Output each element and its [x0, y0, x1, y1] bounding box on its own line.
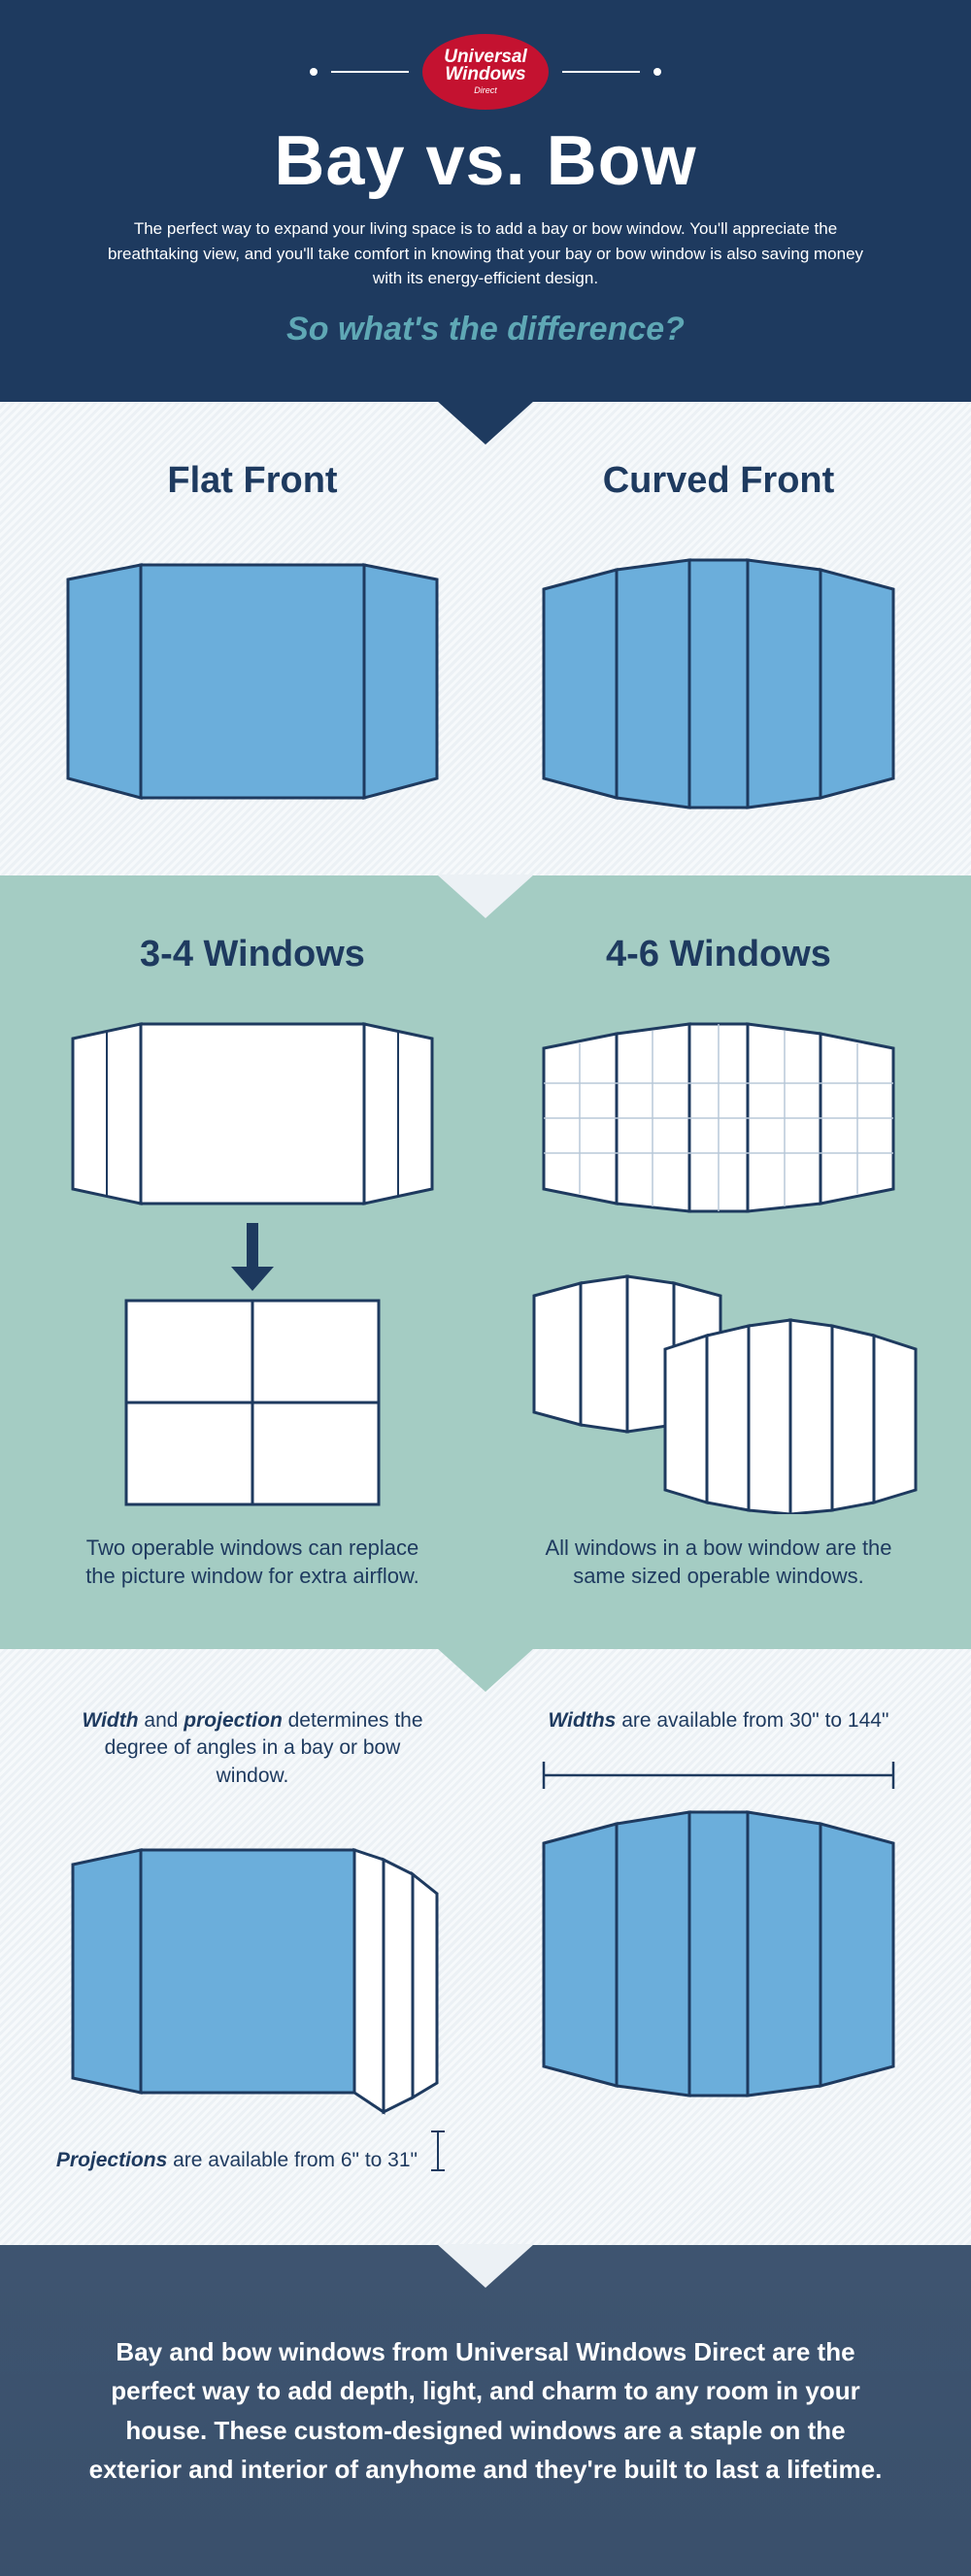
section-chevron	[437, 875, 534, 918]
ornament-line	[331, 71, 409, 73]
bow-curved-front-icon	[515, 526, 922, 817]
outro-text: Bay and bow windows from Universal Windo…	[78, 2332, 893, 2489]
ornament-dot	[310, 68, 318, 76]
brand-logo: Universal Windows Direct	[422, 34, 549, 110]
bow-count-title: 4-6 Windows	[606, 934, 831, 975]
bay-column: 3-4 Windows Two ope	[39, 934, 466, 1591]
bay-count-caption: Two operable windows can replace the pic…	[78, 1534, 427, 1591]
section-chevron	[437, 401, 534, 445]
bay-3panel-icon	[49, 1000, 456, 1223]
projection-label: Projections are available from 6" to 31"	[39, 2130, 466, 2172]
ornament-dot	[653, 68, 661, 76]
bow-front-title: Curved Front	[603, 460, 835, 502]
bow-column: 4-6 Windows	[505, 934, 932, 1591]
bay-projection-icon	[49, 1811, 456, 2122]
bay-operable-pair-icon	[117, 1291, 388, 1514]
section-chevron	[437, 1648, 534, 1692]
vertical-measure-icon	[429, 2130, 447, 2172]
bow-count-caption: All windows in a bow window are the same…	[544, 1534, 893, 1591]
logo-line2: Windows	[422, 66, 549, 83]
hero: Universal Windows Direct Bay vs. Bow The…	[0, 0, 971, 402]
bay-count-title: 3-4 Windows	[140, 934, 365, 975]
hero-subhead: So what's the difference?	[78, 311, 893, 348]
logo-sub: Direct	[422, 86, 549, 95]
bay-flat-front-icon	[49, 526, 456, 817]
section-front-type: Flat Front Curved Front	[0, 402, 971, 875]
logo-lockup: Universal Windows Direct	[78, 34, 893, 110]
intro-text: The perfect way to expand your living sp…	[97, 216, 874, 291]
bow-width-icon	[515, 1795, 922, 2105]
bay-front-title: Flat Front	[167, 460, 337, 502]
ornament-line	[562, 71, 640, 73]
bow-dim-text: Widths are available from 30" to 144"	[549, 1707, 889, 1734]
bow-column: Curved Front	[505, 460, 932, 817]
bay-column: Width and projection determines the degr…	[39, 1707, 466, 2172]
bay-dim-text: Width and projection determines the degr…	[78, 1707, 427, 1790]
bow-column: Widths are available from 30" to 144"	[505, 1707, 932, 2172]
section-dimensions: Width and projection determines the degr…	[0, 1649, 971, 2245]
section-window-count: 3-4 Windows Two ope	[0, 875, 971, 1649]
horizontal-measure-icon	[515, 1756, 922, 1795]
arrow-down-icon	[223, 1223, 282, 1291]
bay-column: Flat Front	[39, 460, 466, 817]
outro: Bay and bow windows from Universal Windo…	[0, 2245, 971, 2576]
section-chevron	[437, 2244, 534, 2288]
bow-sizes-icon	[515, 1262, 922, 1514]
bow-gridded-icon	[515, 1000, 922, 1223]
page-title: Bay vs. Bow	[78, 121, 893, 201]
